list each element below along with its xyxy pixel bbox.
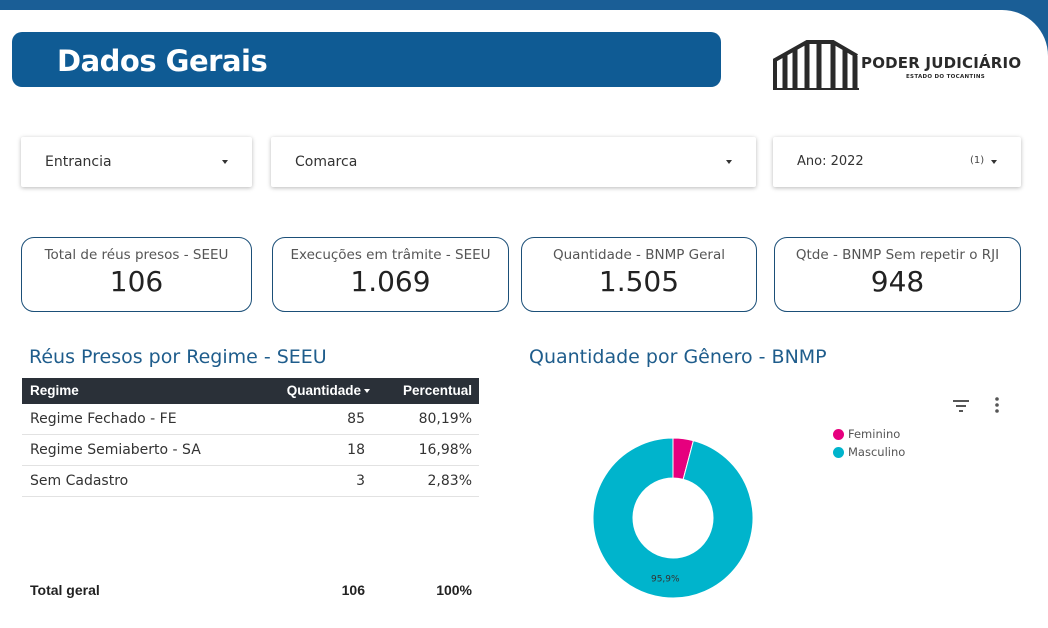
cell-quantidade: 18 [347,442,365,458]
chart-legend: Feminino Masculino [833,427,905,463]
chevron-down-icon [222,160,228,164]
ano-selected-count: (1) [970,155,985,166]
cell-percentual: 16,98% [418,442,472,458]
cell-percentual: 2,83% [427,473,472,489]
total-quantidade: 106 [341,582,365,598]
table-row[interactable]: Regime Fechado - FE 85 80,19% [22,404,479,435]
logo: PODER JUDICIÁRIO ESTADO DO TOCANTINS [771,36,1021,92]
dashboard-page: Dados Gerais PODER JUDICIÁRIO ESTADO DO … [0,10,1048,628]
column-header-quantidade[interactable]: Quantidade [286,383,361,398]
kpi-label: Execuções em trâmite - SEEU [290,247,491,263]
ano-dropdown[interactable]: Ano: 2022 (1) [773,137,1021,187]
cell-quantidade: 85 [347,411,365,427]
column-header-percentual[interactable]: Percentual [402,383,472,398]
table-header: Regime Quantidade Percentual [22,378,479,404]
more-vert-icon[interactable] [990,396,1004,414]
kpi-value: 1.505 [598,265,680,298]
comarca-dropdown[interactable]: Comarca [271,137,756,187]
logo-subtext: ESTADO DO TOCANTINS [906,74,985,80]
chevron-down-icon [726,160,732,164]
kpi-card-bnmp-geral: Quantidade - BNMP Geral 1.505 [521,237,757,312]
ano-label: Ano: 2022 [797,154,864,169]
kpi-card-execucoes: Execuções em trâmite - SEEU 1.069 [272,237,509,312]
kpi-card-total-reus: Total de réus presos - SEEU 106 [21,237,252,312]
kpi-label: Quantidade - BNMP Geral [552,247,725,263]
legend-swatch [833,429,844,440]
data-label-masculino: 95,9% [651,575,680,585]
filter-icon[interactable] [952,399,970,413]
kpi-card-bnmp-sem-repetir: Qtde - BNMP Sem repetir o RJI 948 [774,237,1021,312]
entrancia-dropdown[interactable]: Entrancia [21,137,252,187]
kpi-value: 1.069 [350,265,431,298]
kpi-label: Qtde - BNMP Sem repetir o RJI [795,247,1000,263]
kpi-label: Total de réus presos - SEEU [44,247,229,263]
kpi-value: 948 [870,265,925,298]
total-label: Total geral [30,582,100,598]
legend-label: Feminino [848,427,901,441]
sort-desc-icon[interactable] [364,389,370,393]
chart-title: Quantidade por Gênero - BNMP [529,346,827,368]
legend-item-feminino[interactable]: Feminino [833,427,905,445]
kpi-value: 106 [109,265,164,298]
logo-text: PODER JUDICIÁRIO [861,54,1022,72]
cell-percentual: 80,19% [418,411,472,427]
table-row[interactable]: Sem Cadastro 3 2,83% [22,466,479,497]
table-row[interactable]: Regime Semiaberto - SA 18 16,98% [22,435,479,466]
chevron-down-icon [991,160,997,164]
cell-quantidade: 3 [356,473,365,489]
legend-swatch [833,447,844,458]
comarca-label: Comarca [295,154,358,170]
gender-donut-chart: 95,9% [592,437,754,599]
column-header-regime[interactable]: Regime [30,383,79,398]
cell-regime: Regime Semiaberto - SA [30,442,201,458]
page-title: Dados Gerais [57,44,268,78]
total-percentual: 100% [436,582,472,598]
legend-label: Masculino [848,445,906,459]
cell-regime: Sem Cadastro [30,473,129,489]
pie-slice-masculino[interactable] [592,437,754,599]
entrancia-label: Entrancia [45,154,112,170]
courthouse-logo-icon [773,40,859,90]
table-total-row: Total geral 106 100% [22,582,479,602]
title-banner: Dados Gerais [12,32,721,87]
cell-regime: Regime Fechado - FE [30,411,177,427]
legend-item-masculino[interactable]: Masculino [833,445,905,463]
table-title: Réus Presos por Regime - SEEU [29,346,327,368]
